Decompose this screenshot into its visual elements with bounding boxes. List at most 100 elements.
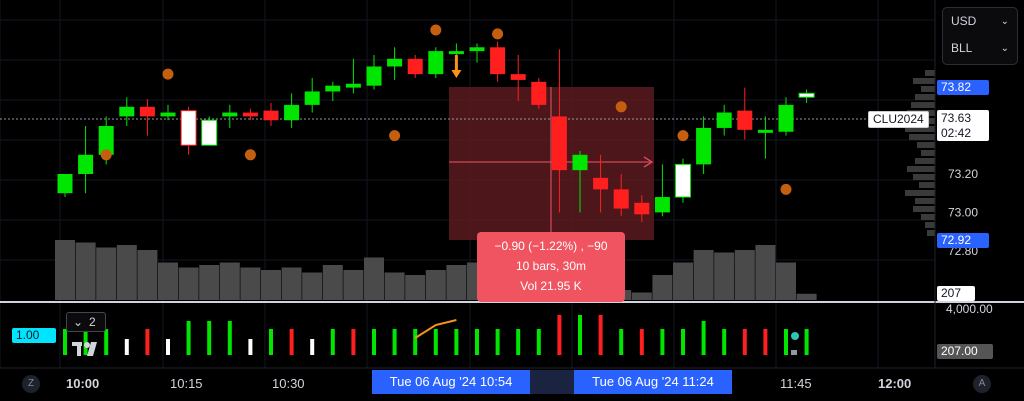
profile-bar xyxy=(915,94,935,100)
volume-bar xyxy=(364,257,384,300)
measure-bars: 10 bars, 30m xyxy=(515,259,587,273)
candles xyxy=(57,41,815,222)
high-price-badge: 73.82 xyxy=(937,80,989,95)
volume-bar xyxy=(446,265,467,300)
indicator-bar xyxy=(413,329,418,355)
candle-body xyxy=(304,91,320,105)
indicator-bar xyxy=(495,329,500,355)
candle-body xyxy=(428,51,444,75)
volume-bar xyxy=(652,275,673,300)
time-tick: 12:00 xyxy=(878,376,912,391)
last-price-badge: 73.63 02:42 xyxy=(937,110,989,141)
volume-bar xyxy=(714,252,735,300)
auto-scale-button[interactable]: A xyxy=(973,375,991,393)
candle-body xyxy=(798,92,815,98)
volume-bar xyxy=(261,270,281,300)
time-selection-start[interactable]: Tue 06 Aug '24 10:54 xyxy=(372,370,530,394)
indicator-bar xyxy=(330,329,335,355)
indicator-bar xyxy=(639,329,644,355)
indicator-bar xyxy=(104,329,109,355)
volume-bar xyxy=(158,262,178,300)
measure-volume: Vol 21.95 K xyxy=(520,279,582,293)
candle-body xyxy=(407,58,423,75)
profile-bar xyxy=(913,78,935,84)
measure-tooltip: −0.90 (−1.22%) , −90 10 bars, 30m Vol 21… xyxy=(477,232,625,302)
profile-bar xyxy=(911,102,935,108)
profile-bar xyxy=(925,70,935,76)
volume-bar xyxy=(425,270,446,300)
profile-bar xyxy=(905,190,935,196)
volume-bars xyxy=(55,240,817,300)
volume-bar xyxy=(178,267,199,300)
candle-body xyxy=(119,106,135,117)
signal-dot xyxy=(677,130,689,142)
profile-bar xyxy=(921,86,935,92)
candle-body xyxy=(57,174,73,194)
candle-body xyxy=(469,47,485,52)
candle-body xyxy=(613,189,629,209)
candle-body xyxy=(366,66,382,86)
indicator-bar xyxy=(248,339,253,355)
volume-bar xyxy=(796,293,817,300)
indicator-bar xyxy=(763,329,768,355)
indicator-bar xyxy=(804,329,809,355)
candle-body xyxy=(490,47,506,75)
volume-bar xyxy=(240,267,261,300)
measure-change: −0.90 (−1.22%) , −90 xyxy=(494,239,608,253)
indicator-bar xyxy=(269,329,273,355)
time-selection-end[interactable]: Tue 06 Aug '24 11:24 xyxy=(574,370,732,394)
indicator-bar xyxy=(186,321,191,355)
profile-bar xyxy=(927,230,935,236)
volume-bar xyxy=(219,262,240,300)
profile-bar xyxy=(913,206,935,212)
profile-bar xyxy=(907,166,935,172)
signal-dot xyxy=(389,130,401,142)
indicator-bar xyxy=(578,315,582,355)
volume-bar xyxy=(734,250,755,300)
bar-countdown: 02:42 xyxy=(941,126,972,140)
candle-body xyxy=(448,51,464,55)
profile-bar xyxy=(919,182,935,188)
volume-bar xyxy=(137,250,158,300)
markers xyxy=(100,24,792,195)
currency-select[interactable]: USD ⌄ xyxy=(943,8,1017,35)
indicator-bar xyxy=(701,321,706,355)
indicator-bar xyxy=(784,329,788,355)
profile-bar xyxy=(921,214,935,220)
candle-body xyxy=(242,112,258,117)
indicator-bar xyxy=(557,315,562,355)
candle-body xyxy=(284,104,300,121)
time-tick: 10:00 xyxy=(66,376,100,391)
candle-body xyxy=(387,58,403,67)
last-price-value: 73.63 xyxy=(941,111,972,125)
volume-bar xyxy=(55,240,75,300)
volume-bar xyxy=(343,270,364,300)
volume-bar xyxy=(405,275,426,300)
volume-scale-tick: 4,000.00 xyxy=(946,302,993,316)
time-tick: 11:45 xyxy=(780,376,812,391)
pane-collapse-toggle[interactable]: ⌄ 2 xyxy=(66,312,106,332)
volume-bar xyxy=(96,247,117,300)
volume-bar xyxy=(673,262,693,300)
zoom-toggle-button[interactable]: Z xyxy=(22,375,40,393)
candle-body xyxy=(551,116,567,171)
candle-body xyxy=(98,126,114,155)
candle-body xyxy=(737,110,753,130)
indicator-bar xyxy=(227,321,232,355)
indicator-bar xyxy=(207,321,212,355)
indicator-bar xyxy=(289,329,294,355)
indicator-bar xyxy=(742,329,747,355)
volume-bar xyxy=(75,242,96,300)
candle-body xyxy=(778,104,794,132)
candle-body xyxy=(263,110,279,121)
profile-bar xyxy=(921,150,935,156)
unit-value: BLL xyxy=(951,41,973,55)
unit-select[interactable]: BLL ⌄ xyxy=(943,35,1017,62)
indicator-bar xyxy=(454,329,459,355)
indicator-bar xyxy=(433,329,438,355)
chevron-down-icon: ⌄ xyxy=(1000,16,1009,27)
volume-bar xyxy=(322,265,343,300)
volume-bar xyxy=(302,272,323,300)
signal-dot xyxy=(100,149,112,161)
